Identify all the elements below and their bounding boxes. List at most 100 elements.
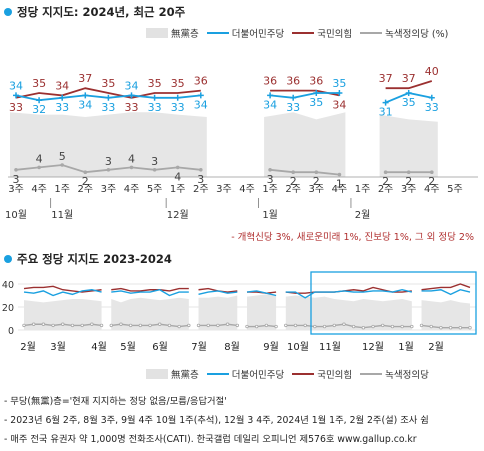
data-label-dem: 35 [402, 96, 416, 109]
point-green [148, 323, 152, 328]
data-label-ppp: 33 [9, 101, 23, 114]
month-label: 10월 [5, 209, 27, 221]
top-legend: 無黨층 더불어민주당 국민의힘 녹색정의당 (%) [146, 26, 456, 40]
point-green [41, 322, 46, 326]
legend-label-ppp: 국민의힘 [317, 29, 353, 40]
legend-item-green: 녹색정의당 [360, 367, 429, 381]
legend-label-green: 녹색정의당 (%) [385, 29, 449, 40]
data-label-dem: 33 [425, 101, 439, 114]
point-dem [382, 99, 389, 106]
point-green [225, 322, 230, 326]
point-green [152, 168, 157, 172]
point-green [31, 322, 36, 326]
x-tick-label: 1주 [170, 184, 186, 195]
data-label-green: 3 [13, 173, 20, 186]
data-label-ppp: 36 [263, 75, 277, 88]
area-undecided-0 [24, 298, 102, 330]
legend-item-green: 녹색정의당 (%) [360, 26, 448, 40]
data-label-ppp: 33 [125, 101, 139, 114]
point-green [429, 324, 433, 329]
legend-item-ppp: 국민의힘 [292, 367, 352, 381]
point-green [439, 326, 443, 330]
point-green [268, 168, 272, 172]
point-green [351, 324, 356, 329]
point-green [337, 172, 342, 177]
line-ppp-2 [385, 80, 433, 90]
month-label: 1월 [398, 341, 414, 353]
data-label-green: 2 [382, 175, 389, 188]
legend-item-dem: 더불어민주당 [206, 26, 285, 40]
point-green [138, 323, 143, 328]
x-tick-label: 2주 [78, 184, 94, 195]
area-undecided-1 [264, 112, 346, 177]
x-tick-label: 3주 [309, 184, 325, 195]
line-ppp-1 [111, 287, 189, 292]
point-green [314, 170, 319, 174]
line-dem-0 [23, 289, 102, 297]
point-green [109, 323, 113, 328]
area-undecided-1 [111, 297, 189, 330]
data-label-ppp: 35 [101, 77, 115, 90]
point-green [199, 168, 203, 172]
data-label-dem: 34 [9, 79, 23, 92]
month-label: 2월 [428, 341, 444, 353]
point-green [274, 324, 278, 329]
data-label-ppp: 34 [55, 79, 69, 92]
x-tick-label: 3주 [401, 184, 417, 195]
point-green [90, 322, 94, 326]
point-green [291, 170, 296, 174]
legend-label-area: 無黨층 [171, 370, 199, 381]
area-undecided-2 [198, 295, 238, 330]
data-label-ppp: 36 [286, 75, 300, 88]
point-dem [128, 92, 135, 99]
x-tick-label: 3주 [216, 184, 232, 195]
point-green [167, 323, 172, 328]
legend-label-dem: 더불어민주당 [231, 29, 285, 40]
data-label-green: 2 [82, 175, 89, 188]
title-bullet-icon [4, 255, 12, 263]
legend-item-dem: 더불어민주당 [206, 367, 284, 381]
line-dem-1 [111, 289, 189, 297]
x-tick-label: 1주 [355, 184, 371, 195]
bottom-title-text: 주요 정당 지지도 2023-2024 [17, 252, 172, 266]
x-tick-label: 2주 [193, 184, 209, 195]
data-label-dem: 35 [309, 96, 323, 109]
point-green [158, 322, 162, 326]
month-label: 9월 [263, 341, 279, 353]
data-label-dem: 34 [125, 79, 139, 92]
point-green [22, 323, 26, 328]
month-label: 6월 [152, 341, 168, 353]
point-dem [105, 94, 112, 101]
data-label-green: 4 [174, 170, 181, 183]
legend-item-ppp: 국민의힘 [292, 26, 352, 40]
point-green [342, 322, 346, 326]
data-label-dem: 33 [171, 101, 185, 114]
x-tick-label: 3주 [101, 184, 117, 195]
data-label-green: 3 [267, 173, 274, 186]
legend-item-area: 無黨층 [146, 26, 199, 40]
month-label: 12월 [362, 341, 384, 353]
point-green [381, 323, 385, 328]
month-label: 2월 [355, 209, 371, 221]
data-label-ppp: 40 [425, 65, 439, 78]
data-label-dem: 34 [78, 98, 92, 111]
point-green [371, 324, 375, 329]
area-undecided-4 [285, 295, 412, 330]
legend-dem-swatch [206, 373, 229, 375]
data-label-dem: 33 [148, 101, 162, 114]
legend-area-swatch [146, 28, 168, 38]
point-dem [151, 94, 158, 101]
top-chart-title: 정당 지지도: 2024년, 최근 20주 [4, 4, 185, 20]
point-green [106, 168, 111, 172]
legend-dem-swatch [206, 32, 229, 34]
bottom-chart-title: 주요 정당 지지도 2023-2024 [4, 251, 172, 267]
x-tick-label: 3주 [8, 184, 24, 195]
line-dem-3 [246, 290, 277, 297]
recent-weeks-frame [310, 271, 477, 335]
data-label-dem: 33 [286, 101, 300, 114]
point-green [80, 323, 84, 328]
point-green [70, 323, 75, 328]
point-green [187, 323, 191, 328]
title-bullet-icon [4, 8, 12, 16]
